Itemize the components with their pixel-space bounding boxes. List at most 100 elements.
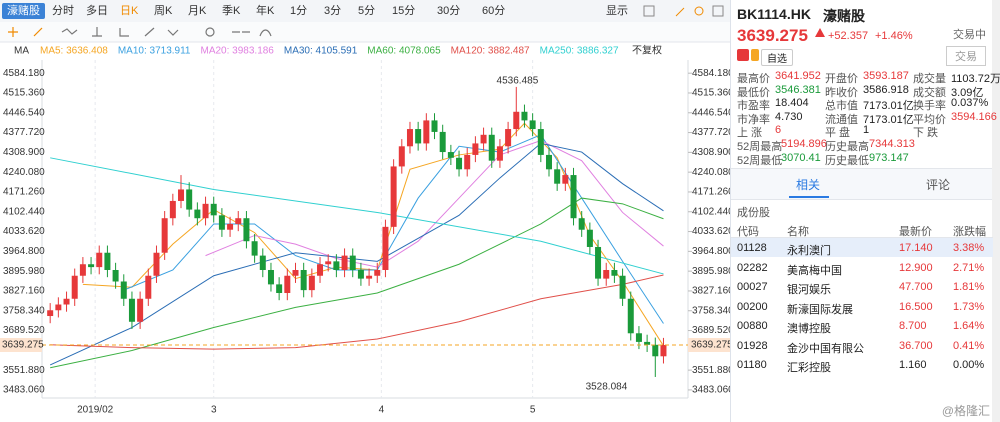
period-tab[interactable]: 30分 bbox=[437, 4, 460, 17]
cell: 17.140 bbox=[899, 242, 933, 254]
candle-body bbox=[496, 146, 503, 161]
candle-body bbox=[153, 252, 160, 276]
legend-entry: MA60: 4078.065 bbox=[367, 46, 441, 57]
stat-value: 3594.166 bbox=[951, 110, 997, 123]
watch-button[interactable]: 自选 bbox=[761, 49, 793, 66]
stat-label: 市净率 bbox=[737, 113, 770, 126]
arrow bbox=[815, 23, 825, 37]
y-tick-label-right: 3827.160 bbox=[692, 286, 730, 297]
stat-label: 最低价 bbox=[737, 86, 770, 99]
candle-body bbox=[578, 218, 585, 230]
tab-highlight bbox=[2, 3, 45, 19]
ma-line bbox=[205, 140, 664, 268]
indicator-name: MA bbox=[14, 46, 29, 57]
ma-line bbox=[50, 157, 664, 275]
stat-value: 7344.313 bbox=[869, 138, 915, 150]
cell[interactable]: 汇彩控股 bbox=[787, 362, 831, 374]
chart: 濠赌股 分时 多日 日K 周K 月K 季K 年K 1分 3分 5分 15分 30分 60分 显示 MA 不复权 M… bbox=[0, 0, 730, 416]
scrollbar[interactable] bbox=[992, 0, 1000, 422]
cell[interactable]: 01928 bbox=[737, 339, 768, 352]
cell[interactable]: 00027 bbox=[737, 281, 768, 293]
period-tab[interactable]: 多日 bbox=[86, 3, 108, 17]
period-tab[interactable]: 60分 bbox=[482, 4, 505, 17]
stat-value: 5194.896 bbox=[781, 138, 827, 150]
y-tick-label-right: 3964.800 bbox=[692, 246, 730, 257]
legend-entry: MA10: 3713.911 bbox=[118, 46, 191, 57]
logo bbox=[737, 49, 749, 61]
candle-body bbox=[562, 175, 569, 184]
cell: 1.81% bbox=[953, 281, 985, 293]
stat-value: 3.09亿 bbox=[951, 86, 984, 99]
candle-body bbox=[47, 310, 54, 317]
candle-body bbox=[488, 134, 495, 161]
stat-value: 3546.381 bbox=[775, 83, 821, 96]
candle-body bbox=[415, 129, 422, 144]
stat-label: 历史最高 bbox=[825, 141, 869, 153]
candle-body bbox=[267, 269, 274, 285]
period-tab[interactable]: 分时 bbox=[52, 4, 74, 17]
stat-label: 平均价 bbox=[913, 113, 946, 126]
candle-body bbox=[71, 275, 78, 299]
y-tick-label-right: 4584.180 bbox=[692, 68, 730, 79]
cell[interactable]: 澳博控股 bbox=[787, 323, 831, 335]
period-tab[interactable]: 15分 bbox=[392, 4, 415, 17]
stat-value: 1103.72万 bbox=[951, 73, 1000, 85]
period-tab[interactable]: 1分 bbox=[290, 4, 307, 17]
stat-label: 市盈率 bbox=[737, 100, 770, 113]
cell[interactable]: 01128 bbox=[737, 242, 767, 254]
candle-body bbox=[423, 120, 430, 144]
cell[interactable]: 00200 bbox=[737, 300, 768, 313]
stat-value: 7173.01亿 bbox=[863, 113, 914, 126]
cell[interactable]: 金沙中国有限公 bbox=[787, 342, 864, 355]
candle-body bbox=[398, 146, 405, 167]
candle-body bbox=[390, 166, 397, 227]
cell[interactable]: 02282 bbox=[737, 261, 768, 274]
stat-value: 18.404 bbox=[775, 97, 809, 110]
change: +52.357 bbox=[828, 30, 869, 42]
stat-label: 下 跌 bbox=[913, 127, 939, 140]
period-tab[interactable]: 日K bbox=[120, 5, 139, 17]
candle-body bbox=[456, 157, 463, 170]
cell[interactable]: 新濠国际发展 bbox=[787, 303, 853, 316]
panel-tab[interactable]: 评论 bbox=[926, 178, 951, 192]
period-tab[interactable]: 年K bbox=[256, 3, 275, 17]
y-tick-label: 3689.520 bbox=[3, 325, 45, 336]
period-tab[interactable]: 周K bbox=[154, 4, 173, 17]
period-tab[interactable]: 3分 bbox=[324, 4, 341, 17]
trade-button[interactable]: 交易 bbox=[946, 46, 986, 66]
right-tools[interactable] bbox=[643, 5, 724, 17]
candle-body bbox=[194, 209, 201, 219]
y-tick-label: 3827.160 bbox=[3, 286, 45, 297]
cell[interactable]: 银河娱乐 bbox=[787, 284, 831, 296]
candle-body bbox=[635, 333, 642, 342]
cell[interactable]: 永利澳门 bbox=[787, 245, 831, 257]
low-annotation: 3528.084 bbox=[586, 382, 628, 393]
period-tab[interactable]: 月K bbox=[188, 5, 207, 17]
y-tick-label-right: 3758.340 bbox=[692, 305, 730, 316]
drawing-tools[interactable] bbox=[8, 27, 272, 37]
candle-body bbox=[537, 129, 544, 155]
high-annotation: 4536.485 bbox=[497, 76, 539, 87]
period-tab[interactable]: 5分 bbox=[358, 4, 375, 17]
change-pct: +1.46% bbox=[875, 30, 913, 42]
candle-body bbox=[595, 246, 602, 279]
candle-body bbox=[406, 129, 413, 147]
candle-body bbox=[178, 189, 185, 201]
cell[interactable]: 美高梅中国 bbox=[787, 264, 842, 277]
cell[interactable]: 00880 bbox=[737, 320, 768, 332]
period-tab[interactable]: 濠赌股 bbox=[7, 3, 40, 17]
cell[interactable]: 01180 bbox=[737, 359, 767, 371]
column-header: 涨跌幅 bbox=[953, 226, 986, 238]
stat-value: 973.147 bbox=[869, 151, 909, 164]
x-tick-label: 2019/02 bbox=[77, 405, 114, 416]
row-highlight bbox=[731, 238, 993, 257]
legend-entry: MA120: 3882.487 bbox=[451, 46, 530, 57]
candle-body bbox=[104, 252, 111, 270]
panel-tab[interactable]: 相关 bbox=[796, 178, 821, 192]
stat-label: 成交量 bbox=[913, 73, 946, 85]
cell: 36.700 bbox=[899, 339, 933, 352]
column-header: 名称 bbox=[787, 226, 809, 238]
period-tab[interactable]: 季K bbox=[222, 4, 241, 17]
candle-body bbox=[292, 269, 299, 276]
